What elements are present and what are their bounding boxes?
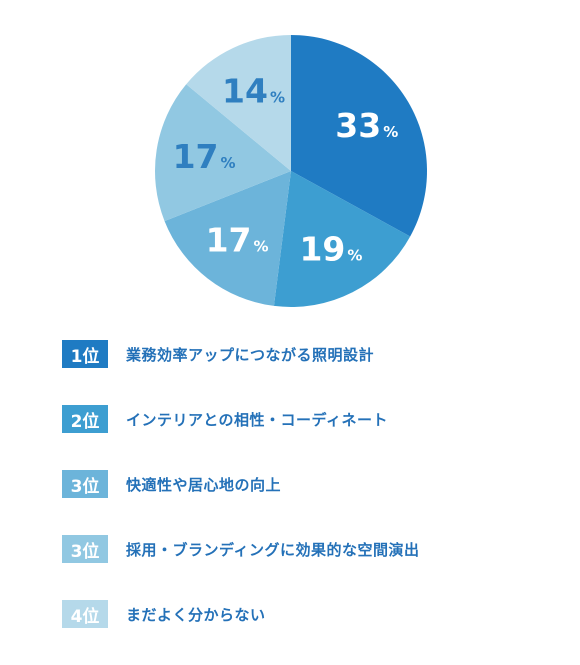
- rank-badge-4: 3位: [62, 535, 108, 563]
- legend-item-2: 2位 インテリアとの相性・コーディネート: [62, 405, 562, 433]
- rank-badge-5: 4位: [62, 600, 108, 628]
- legend-item-5: 4位 まだよく分からない: [62, 600, 562, 628]
- pie-slice-3: [164, 171, 291, 306]
- legend-item-4: 3位 採用・ブランディングに効果的な空間演出: [62, 535, 562, 563]
- legend-item-1: 1位 業務効率アップにつながる照明設計: [62, 340, 562, 368]
- pie-slice-4: [155, 84, 291, 222]
- rank-badge-2: 2位: [62, 405, 108, 433]
- pie-slice-1: [291, 35, 427, 237]
- legend-label-4: 採用・ブランディングに効果的な空間演出: [126, 540, 420, 559]
- legend-label-2: インテリアとの相性・コーディネート: [126, 410, 389, 429]
- pie-slice-label-4: 17%: [173, 137, 236, 176]
- pie-slice-label-2: 19%: [299, 229, 362, 268]
- pie-chart: 33 % 19 % 17 % 17 % 14%: [155, 35, 427, 307]
- pie-slice-label-5: 14%: [222, 71, 285, 110]
- pie-slice-label-1: 33%: [335, 106, 398, 145]
- legend-label-3: 快適性や居心地の向上: [126, 475, 282, 494]
- pie-slice-2: [273, 171, 411, 307]
- legend-label-1: 業務効率アップにつながる照明設計: [126, 345, 375, 364]
- rank-badge-1: 1位: [62, 340, 108, 368]
- legend-item-3: 3位 快適性や居心地の向上: [62, 470, 562, 498]
- rank-badge-3: 3位: [62, 470, 108, 498]
- pie-slice-label-3: 17%: [206, 221, 269, 260]
- pie-slice-5: [186, 35, 291, 171]
- legend: 1位 業務効率アップにつながる照明設計 2位 インテリアとの相性・コーディネート…: [62, 340, 562, 665]
- legend-label-5: まだよく分からない: [126, 605, 266, 624]
